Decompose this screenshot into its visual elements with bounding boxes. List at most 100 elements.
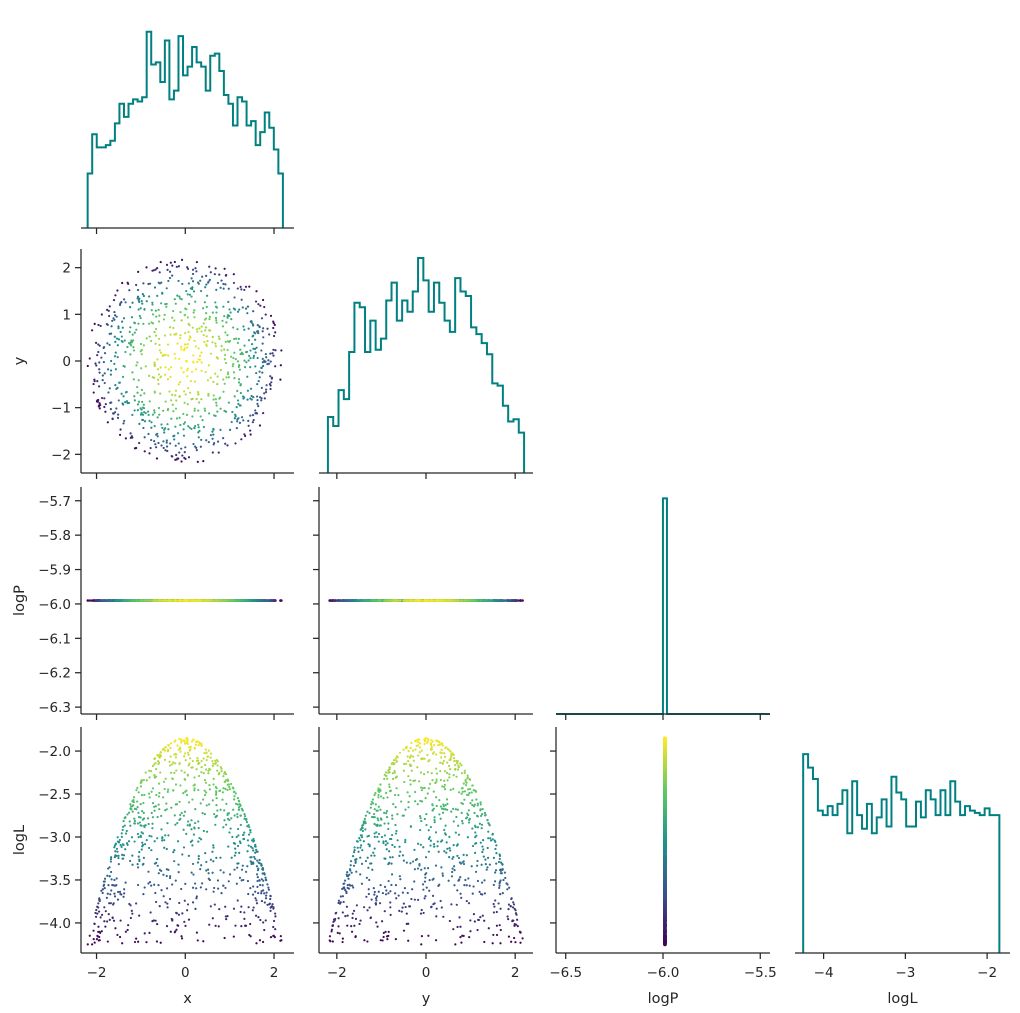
scatter-point-logL-vs-x	[183, 899, 186, 902]
scatter-point-logL-vs-y	[370, 898, 373, 901]
scatter-point-y-vs-x	[176, 432, 180, 435]
scatter-point-logL-vs-x	[193, 882, 197, 885]
scatter-point-y-vs-x	[207, 394, 210, 397]
scatter-point-logL-vs-y	[358, 922, 361, 926]
scatter-point-y-vs-x	[186, 346, 189, 349]
scatter-point-logL-vs-x	[223, 819, 226, 822]
scatter-point-logL-vs-x	[142, 893, 145, 896]
scatter-point-logL-vs-y	[488, 863, 491, 866]
scatter-point-y-vs-x	[222, 287, 225, 290]
scatter-point-y-vs-x	[148, 282, 152, 285]
scatter-point-y-vs-x	[107, 391, 110, 394]
scatter-point-y-vs-x	[187, 425, 190, 428]
scatter-point-y-vs-x	[152, 269, 155, 272]
scatter-point-logL-vs-x	[204, 768, 208, 771]
scatter-point-logL-vs-y	[424, 895, 427, 898]
scatter-point-logL-vs-y	[388, 783, 391, 786]
scatter-point-logL-vs-y	[459, 892, 462, 895]
scatter-point-logL-vs-y	[476, 859, 479, 863]
scatter-point-logL-vs-x	[127, 840, 131, 843]
scatter-point-logL-vs-y	[385, 810, 389, 813]
scatter-point-logL-vs-x	[137, 940, 140, 943]
scatter-point-logL-vs-y	[330, 928, 333, 931]
scatter-point-logL-vs-y	[508, 886, 511, 889]
scatter-point-y-vs-x	[123, 365, 126, 368]
scatter-point-y-vs-x	[150, 438, 153, 442]
scatter-point-logL-vs-y	[462, 853, 465, 856]
scatter-point-logL-vs-x	[148, 931, 151, 934]
scatter-point-y-vs-x	[196, 330, 199, 333]
scatter-point-logL-vs-y	[462, 860, 465, 863]
scatter-point-y-vs-x	[197, 436, 200, 439]
scatter-point-logL-vs-x	[112, 919, 116, 922]
scatter-point-y-vs-x	[122, 395, 125, 398]
scatter-point-logL-vs-y	[473, 803, 476, 806]
scatter-point-y-vs-x	[232, 281, 236, 285]
scatter-point-logL-vs-y	[418, 746, 422, 749]
scatter-point-logL-vs-y	[357, 850, 360, 853]
scatter-point-y-vs-x	[128, 305, 132, 309]
scatter-point-y-vs-x	[175, 453, 178, 457]
scatter-point-logL-vs-y	[444, 804, 447, 807]
scatter-point-logL-vs-x	[267, 888, 271, 891]
scatter-point-y-vs-x	[92, 382, 95, 386]
scatter-point-logL-vs-y	[414, 739, 417, 742]
scatter-point-logL-vs-x	[200, 864, 203, 867]
scatter-point-logL-vs-y	[346, 886, 349, 890]
scatter-point-y-vs-x	[186, 293, 189, 296]
scatter-point-logL-vs-x	[129, 824, 132, 827]
scatter-point-logL-vs-x	[197, 826, 200, 830]
scatter-point-logL-vs-y	[390, 873, 394, 876]
scatter-point-logL-vs-x	[247, 833, 251, 836]
scatter-point-logL-vs-x	[200, 771, 203, 774]
scatter-point-y-vs-x	[165, 441, 168, 444]
scatter-point-y-vs-x	[224, 274, 227, 277]
scatter-point-logL-vs-y	[387, 930, 390, 933]
scatter-point-logL-vs-x	[232, 808, 235, 811]
scatter-point-logL-vs-x	[209, 858, 213, 861]
scatter-point-logL-vs-y	[443, 779, 446, 782]
scatter-point-logL-vs-y	[372, 812, 376, 816]
scatter-point-y-vs-x	[178, 416, 181, 419]
scatter-point-y-vs-x	[95, 364, 98, 367]
scatter-point-logL-vs-x	[151, 787, 155, 790]
scatter-point-logL-vs-x	[272, 925, 275, 929]
scatter-point-logL-vs-y	[494, 869, 498, 872]
scatter-point-logL-vs-x	[255, 848, 258, 851]
scatter-point-logL-vs-x	[157, 761, 161, 764]
scatter-point-logL-vs-x	[184, 882, 187, 886]
scatter-point-logL-vs-x	[121, 942, 124, 945]
scatter-point-logL-vs-y	[478, 822, 482, 825]
scatter-point-logL-vs-y	[386, 938, 389, 941]
scatter-point-y-vs-x	[176, 342, 179, 345]
scatter-point-logL-vs-y	[377, 805, 380, 808]
scatter-point-logL-vs-y	[364, 859, 368, 863]
scatter-point-y-vs-x	[205, 274, 208, 278]
scatter-point-logL-vs-y	[475, 834, 478, 837]
scatter-point-logL-vs-y	[483, 940, 486, 944]
scatter-point-logL-vs-y	[414, 748, 417, 751]
scatter-point-y-vs-x	[93, 322, 96, 326]
scatter-point-logL-vs-x	[97, 910, 101, 913]
scatter-point-logL-vs-x	[106, 867, 110, 870]
scatter-point-logL-vs-y	[464, 779, 467, 782]
scatter-point-y-vs-x	[211, 311, 214, 314]
scatter-point-logP-vs-y	[366, 599, 369, 602]
scatter-point-y-vs-x	[164, 449, 167, 452]
scatter-point-logL-vs-y	[363, 939, 366, 942]
scatter-point-logP-vs-y	[407, 599, 410, 602]
scatter-point-logL-vs-y	[386, 777, 389, 780]
scatter-point-y-vs-x	[166, 423, 169, 426]
scatter-point-logP-vs-x	[169, 599, 173, 602]
scatter-point-logL-vs-y	[416, 803, 419, 806]
scatter-point-logL-vs-x	[136, 832, 139, 836]
scatter-point-logL-vs-x	[201, 811, 204, 815]
scatter-point-logL-vs-x	[241, 864, 244, 867]
scatter-point-y-vs-x	[169, 399, 173, 402]
scatter-point-logP-vs-y	[486, 599, 489, 602]
scatter-point-y-vs-x	[227, 287, 230, 290]
logL-vs-x-ytick-label: −4.0	[38, 916, 71, 932]
scatter-point-logL-vs-x	[108, 875, 111, 878]
scatter-point-logL-vs-x	[245, 821, 249, 824]
scatter-point-logL-vs-x	[249, 845, 253, 848]
